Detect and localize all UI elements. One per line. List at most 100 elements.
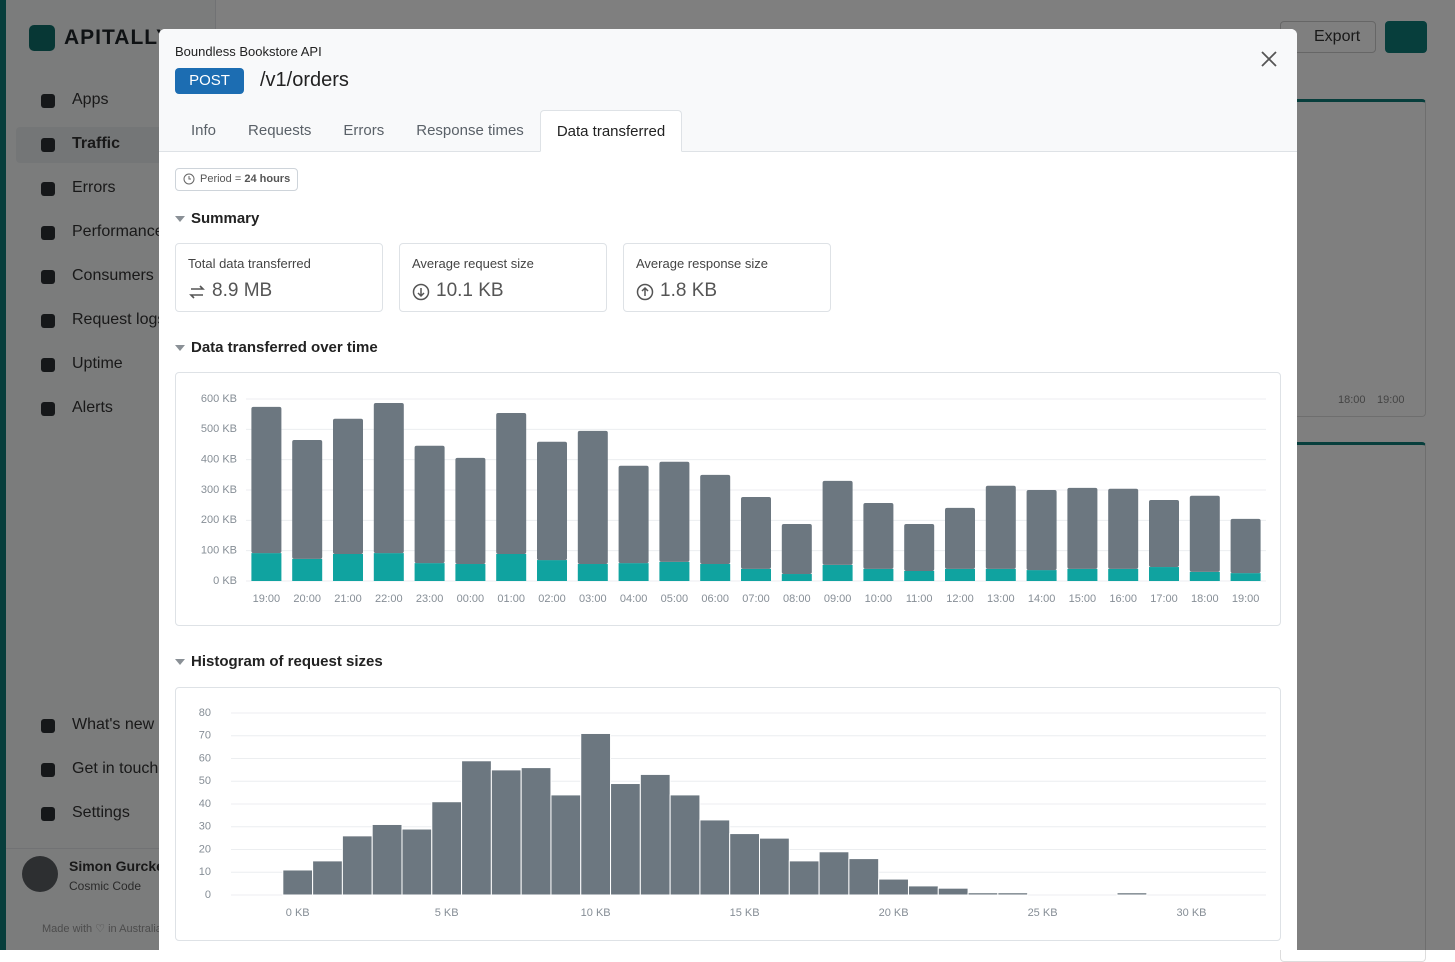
- y-tick-label: 20: [199, 843, 211, 855]
- histogram-bar: [550, 794, 582, 896]
- chart-title: Data transferred over time: [191, 339, 378, 356]
- histogram-bar: [610, 783, 641, 896]
- histogram-bar: [669, 794, 701, 896]
- tab[interactable]: Requests: [248, 122, 312, 139]
- bar-segment: [659, 561, 690, 581]
- bar-segment: [455, 564, 486, 581]
- x-tick-label: 20:00: [293, 593, 321, 605]
- bar-segment: [373, 402, 404, 554]
- histogram-bar: [848, 858, 880, 896]
- x-tick-label: 12:00: [946, 593, 974, 605]
- summary-heading[interactable]: Summary: [175, 210, 259, 227]
- y-tick-label: 400 KB: [201, 454, 237, 466]
- bar-segment: [1230, 573, 1261, 581]
- bar-segment: [781, 523, 812, 575]
- bar-segment: [1067, 568, 1098, 581]
- y-tick-label: 30: [199, 821, 211, 833]
- x-tick-label: 30 KB: [1177, 907, 1207, 919]
- x-tick-label: 20 KB: [879, 907, 909, 919]
- bar-segment: [496, 412, 527, 555]
- histogram-bar: [490, 769, 522, 896]
- bar-segment: [251, 406, 282, 554]
- card-label: Average response size: [636, 256, 769, 271]
- card-icon: [636, 283, 654, 301]
- bar-segment: [537, 560, 567, 581]
- histogram-bar: [1116, 892, 1148, 896]
- y-tick-label: 500 KB: [201, 423, 237, 435]
- y-tick-label: 70: [199, 730, 211, 742]
- period-value: 24 hours: [244, 173, 291, 185]
- tab[interactable]: Response times: [416, 122, 524, 139]
- summary-card: Total data transferred 8.9 MB: [175, 243, 383, 312]
- bar-segment: [863, 503, 894, 569]
- x-tick-label: 25 KB: [1028, 907, 1058, 919]
- tab[interactable]: Info: [191, 122, 217, 139]
- chart-box: 0 KB 100 KB 200 KB 300 KB 400 KB 500 KB 600 KB…: [175, 372, 1281, 626]
- histogram-bar: [997, 892, 1029, 896]
- histogram-bar: [312, 860, 343, 896]
- x-tick-label: 22:00: [375, 593, 403, 605]
- x-tick-label: 10 KB: [581, 907, 611, 919]
- x-tick-label: 0 KB: [286, 907, 310, 919]
- bar-segment: [1026, 570, 1057, 581]
- bar-segment: [1026, 490, 1057, 571]
- bar-segment: [1108, 568, 1139, 581]
- histogram-bar: [431, 801, 463, 896]
- summary-card: Average request size 10.1 KB: [399, 243, 607, 312]
- x-tick-label: 11:00: [906, 593, 933, 605]
- histogram-bar: [759, 837, 790, 896]
- chart-title: Histogram of request sizes: [191, 653, 383, 670]
- tab[interactable]: Data transferred: [539, 110, 683, 152]
- histogram-bar: [729, 833, 761, 896]
- bar-segment: [618, 465, 649, 564]
- bar-segment: [1149, 567, 1179, 581]
- card-icon: [412, 283, 430, 301]
- card-value: 8.9 MB: [212, 280, 273, 301]
- card-label: Total data transferred: [188, 256, 311, 271]
- bar-segment: [1189, 571, 1220, 581]
- chart-heading[interactable]: Histogram of request sizes: [175, 653, 383, 670]
- bar-segment: [1149, 500, 1179, 568]
- x-tick-label: 08:00: [783, 593, 811, 605]
- x-tick-label: 19:00: [253, 593, 281, 605]
- x-tick-label: 15:00: [1069, 593, 1097, 605]
- bar-segment: [741, 496, 771, 569]
- chart: 0 10 20 30 40 50 60 70 80 0 KB 5 KB 10 KB 15 KB 20 KB…: [199, 707, 1266, 919]
- y-tick-label: 100 KB: [201, 545, 237, 557]
- chart-box: 0 10 20 30 40 50 60 70 80 0 KB 5 KB 10 KB 15 KB 20 KB…: [175, 687, 1281, 941]
- summary-card: Average response size 1.8 KB: [623, 243, 831, 312]
- bar-segment: [904, 523, 935, 571]
- histogram-bar: [520, 767, 552, 896]
- histogram-bar: [341, 835, 373, 896]
- x-tick-label: 13:00: [987, 593, 1015, 605]
- histogram-bar: [371, 823, 403, 896]
- card-value: 1.8 KB: [660, 280, 718, 301]
- y-tick-label: 40: [199, 798, 211, 810]
- bar-segment: [292, 439, 323, 559]
- x-tick-label: 10:00: [865, 593, 893, 605]
- bar-segment: [741, 568, 771, 581]
- tabs: Info Requests Errors Response times Data tra…: [175, 110, 683, 152]
- x-tick-label: 19:00: [1232, 593, 1260, 605]
- bar-segment: [700, 564, 731, 581]
- x-tick-label: 04:00: [620, 593, 648, 605]
- y-tick-label: 10: [199, 866, 211, 878]
- bar-segment: [496, 554, 527, 581]
- bar-segment: [700, 474, 731, 565]
- period-pill: Period = 24 hours: [175, 168, 299, 191]
- bar-segment: [945, 568, 975, 581]
- close-button[interactable]: [1260, 50, 1278, 68]
- method-badge: POST: [175, 68, 244, 94]
- chart-heading[interactable]: Data transferred over time: [175, 339, 378, 356]
- x-tick-label: 5 KB: [435, 907, 459, 919]
- x-tick-label: 09:00: [824, 593, 852, 605]
- bar-segment: [822, 564, 853, 581]
- bar-segment: [1189, 495, 1220, 572]
- x-tick-label: 16:00: [1109, 593, 1137, 605]
- bar-segment: [904, 570, 935, 581]
- bar-segment: [251, 553, 282, 581]
- tab[interactable]: Errors: [343, 122, 385, 139]
- summary-title: Summary: [191, 210, 260, 227]
- x-tick-label: 18:00: [1191, 593, 1219, 605]
